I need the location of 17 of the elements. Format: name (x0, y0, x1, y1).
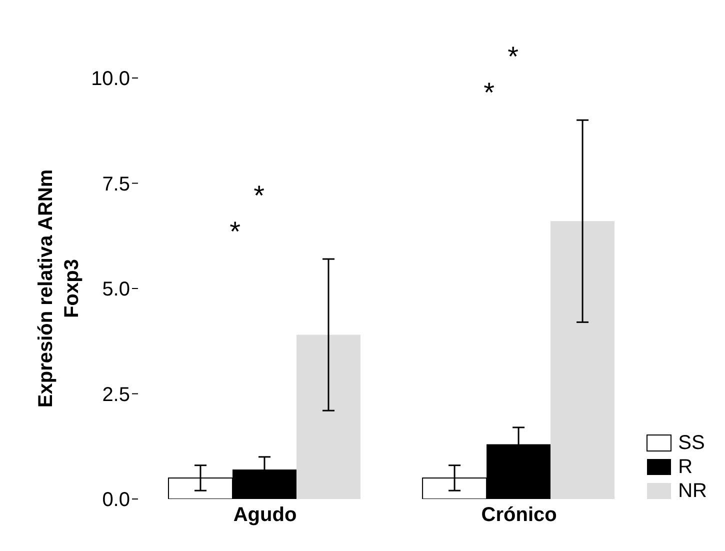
text: * (508, 41, 519, 72)
annotation: * (254, 180, 265, 212)
legend-label: R (678, 456, 693, 478)
y-tick-label: 10.0 (91, 68, 130, 90)
x-tick-label: Agudo (233, 504, 297, 526)
y-tick-label: 5.0 (102, 278, 130, 301)
y-tick-label: 0.0 (102, 489, 130, 512)
annotation: * (230, 216, 241, 248)
annotation: * (484, 77, 495, 108)
legend-label: SS (678, 432, 705, 454)
y-tick-label: 7.5 (102, 173, 130, 196)
legend-label: NR (678, 480, 707, 502)
x-tick-label: Crónico (481, 504, 557, 526)
bar (296, 334, 360, 499)
y-tick-label: 2.5 (102, 384, 130, 406)
y-axis-title: Expresión relativa ARNm Foxp3 (35, 169, 83, 408)
bar (550, 221, 615, 499)
